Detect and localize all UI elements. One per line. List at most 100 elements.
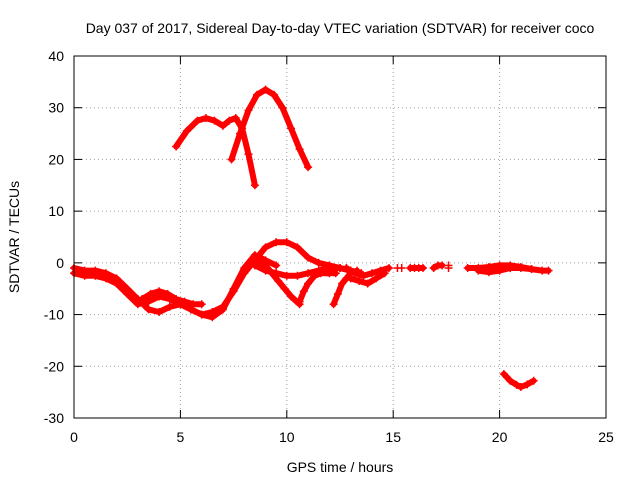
data-point xyxy=(231,114,240,123)
data-point xyxy=(506,264,515,273)
data-point xyxy=(267,269,276,278)
data-point xyxy=(272,261,281,270)
data-point xyxy=(165,302,174,311)
data-point xyxy=(372,274,381,283)
data-point xyxy=(280,284,289,293)
data-series xyxy=(71,86,552,390)
data-point xyxy=(210,116,219,125)
data-point xyxy=(278,103,287,112)
data-point xyxy=(523,380,532,389)
x-tick-label: 25 xyxy=(598,429,614,445)
x-tick-label: 15 xyxy=(385,429,401,445)
data-point xyxy=(123,289,132,298)
data-point xyxy=(244,106,253,115)
data-point xyxy=(293,243,302,252)
data-point xyxy=(201,114,210,123)
tick-labels: 0 5 10 15 20 25 -30 -20 -10 0 10 20 30 40 xyxy=(44,48,614,445)
data-point xyxy=(287,124,296,133)
data-point xyxy=(272,238,281,247)
data-point xyxy=(350,269,359,278)
data-point xyxy=(225,116,234,125)
x-tick-label: 0 xyxy=(70,429,78,445)
data-point xyxy=(274,276,283,285)
data-point xyxy=(499,370,508,379)
data-point xyxy=(155,307,164,316)
data-point xyxy=(527,265,536,274)
data-markers xyxy=(70,85,553,391)
data-point xyxy=(155,287,164,296)
data-point xyxy=(346,274,355,283)
data-point xyxy=(238,124,247,133)
y-tick-label: -20 xyxy=(44,358,64,374)
y-axis-label: SDTVAR / TECUs xyxy=(6,181,22,293)
data-point xyxy=(397,264,406,273)
data-point xyxy=(512,380,521,389)
data-point xyxy=(304,269,313,278)
y-tick-label: 20 xyxy=(48,151,64,167)
data-point xyxy=(293,271,302,280)
data-point xyxy=(463,264,472,273)
data-point xyxy=(287,292,296,301)
data-point xyxy=(244,150,253,159)
data-point xyxy=(380,269,389,278)
x-tick-label: 5 xyxy=(177,429,185,445)
data-point xyxy=(304,253,313,262)
data-point xyxy=(250,181,259,190)
series-arc-drop-b xyxy=(296,270,339,305)
plot-frame xyxy=(73,55,607,419)
data-point xyxy=(367,269,376,278)
data-point xyxy=(193,116,202,125)
data-point xyxy=(363,279,372,288)
y-tick-label: 10 xyxy=(48,203,64,219)
data-point xyxy=(144,305,153,314)
data-point xyxy=(299,287,308,296)
series-arc-main-a xyxy=(71,252,280,321)
x-tick-label: 10 xyxy=(279,429,295,445)
data-point xyxy=(250,261,259,270)
data-point xyxy=(304,279,313,288)
data-point xyxy=(101,274,110,283)
data-point xyxy=(333,289,342,298)
data-point xyxy=(295,145,304,154)
data-point xyxy=(197,310,206,319)
data-point xyxy=(253,90,262,99)
data-point xyxy=(240,269,249,278)
data-point xyxy=(235,129,244,138)
data-point xyxy=(495,266,504,275)
data-point xyxy=(314,258,323,267)
data-point xyxy=(544,266,553,275)
data-point xyxy=(146,289,155,298)
y-tick-label: 30 xyxy=(48,100,64,116)
data-point xyxy=(208,307,217,316)
data-point xyxy=(270,90,279,99)
data-point xyxy=(187,305,196,314)
data-point xyxy=(80,271,89,280)
data-point xyxy=(189,300,198,309)
data-point xyxy=(444,264,453,273)
data-point xyxy=(172,295,181,304)
data-point xyxy=(112,279,121,288)
data-point xyxy=(261,85,270,94)
data-point xyxy=(172,142,181,151)
data-point xyxy=(310,271,319,280)
x-tick-label: 20 xyxy=(492,429,508,445)
data-point xyxy=(176,300,185,309)
data-point xyxy=(516,264,525,273)
data-point xyxy=(138,295,147,304)
x-axis-label: GPS time / hours xyxy=(287,459,394,475)
data-point xyxy=(163,289,172,298)
data-point xyxy=(227,155,236,164)
data-point xyxy=(506,376,515,385)
data-point xyxy=(218,121,227,130)
data-point xyxy=(484,268,493,277)
data-point xyxy=(229,287,238,296)
y-tick-label: -10 xyxy=(44,307,64,323)
ticks xyxy=(73,55,607,419)
data-point xyxy=(529,376,538,385)
data-point xyxy=(338,279,347,288)
data-point xyxy=(144,297,153,306)
data-point xyxy=(180,297,189,306)
data-point xyxy=(218,302,227,311)
data-point xyxy=(182,126,191,135)
